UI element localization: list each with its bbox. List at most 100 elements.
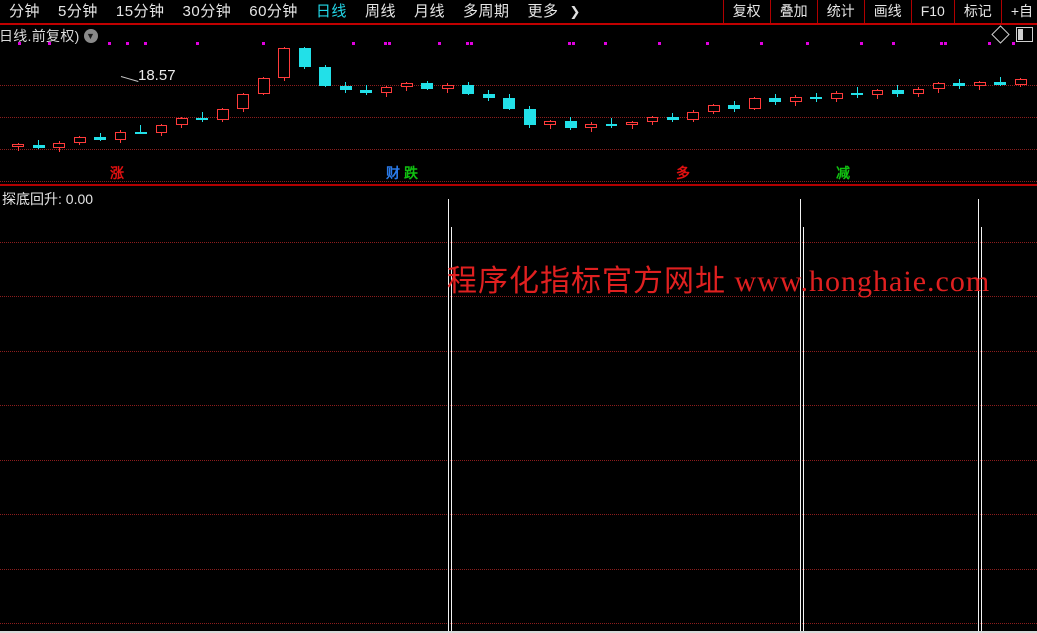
period-tabs: 分钟 5分钟 15分钟 30分钟 60分钟 日线 周线 月线 多周期 更多 ❯ xyxy=(0,0,586,23)
candle-body xyxy=(196,118,209,121)
candle-body xyxy=(380,87,393,93)
candle-45 xyxy=(932,25,945,185)
toolbar-button-3[interactable]: 画线 xyxy=(863,0,911,23)
candle-wick xyxy=(611,118,613,128)
toolbar-button-4[interactable]: F10 xyxy=(910,0,954,23)
candle-44 xyxy=(912,25,925,185)
candle-body xyxy=(175,118,188,126)
indicator-pane[interactable]: 探底回升: 0.00 xyxy=(0,187,1037,631)
period-tab-0[interactable]: 分钟 xyxy=(9,3,41,20)
candle-body xyxy=(523,108,536,126)
indicator-title: 探底回升: 0.00 xyxy=(2,191,94,207)
candle-38 xyxy=(789,25,802,185)
candle-46 xyxy=(953,25,966,185)
panel-icon[interactable] xyxy=(1016,27,1033,42)
candle-body xyxy=(646,117,659,123)
signal-dot-18 xyxy=(760,42,763,45)
candle-body xyxy=(912,88,925,95)
pane-corner-icons xyxy=(991,25,1033,44)
candle-34 xyxy=(707,25,720,185)
candle-body xyxy=(892,90,904,95)
pane-title-label: (日线.前复权) xyxy=(0,28,80,44)
candle-26 xyxy=(544,25,557,185)
candle-39 xyxy=(810,25,823,185)
candle-31 xyxy=(646,25,659,185)
indicator-gridline-7 xyxy=(0,568,1037,570)
candle-1 xyxy=(32,25,45,185)
toolbar-button-0[interactable]: 复权 xyxy=(722,0,770,23)
period-tab-9[interactable]: 更多 xyxy=(527,3,559,20)
candle-22 xyxy=(462,25,475,185)
toolbar-button-5[interactable]: 标记 xyxy=(953,0,1001,23)
toolbar-button-2[interactable]: 统计 xyxy=(816,0,864,23)
period-tab-3[interactable]: 30分钟 xyxy=(182,3,232,20)
candle-0 xyxy=(12,25,25,185)
candle-body xyxy=(687,111,700,120)
candle-36 xyxy=(748,25,761,185)
candle-body xyxy=(12,143,25,147)
candle-body xyxy=(748,98,761,109)
candle-23 xyxy=(482,25,495,185)
toolbar-button-6[interactable]: +自 xyxy=(1000,0,1037,23)
candle-wick xyxy=(38,139,40,150)
marker-多: 多 xyxy=(676,165,690,181)
signal-dot-13 xyxy=(568,42,571,45)
candle-body xyxy=(830,92,843,100)
candle-40 xyxy=(830,25,843,185)
candle-35 xyxy=(728,25,741,185)
signal-dot-17 xyxy=(706,42,709,45)
candle-body xyxy=(462,84,475,95)
period-tab-8[interactable]: 多周期 xyxy=(462,3,510,20)
marker-减: 减 xyxy=(836,165,850,181)
period-tab-5[interactable]: 日线 xyxy=(315,3,347,20)
toolbar-button-1[interactable]: 叠加 xyxy=(769,0,817,23)
candle-body xyxy=(973,82,986,87)
signal-dot-1 xyxy=(48,42,51,45)
candle-body xyxy=(360,90,372,93)
candle-10 xyxy=(216,25,229,185)
period-tab-6[interactable]: 周线 xyxy=(364,3,396,20)
candle-body xyxy=(605,123,618,126)
candle-body xyxy=(932,83,945,89)
indicator-spike-0 xyxy=(448,199,449,631)
candle-4 xyxy=(94,25,106,185)
pane-title-bar[interactable]: (日线.前复权) ▼ xyxy=(0,26,98,46)
candle-wick xyxy=(99,133,101,142)
signal-dot-8 xyxy=(384,42,387,45)
period-tab-1[interactable]: 5分钟 xyxy=(58,3,98,20)
candle-body xyxy=(278,48,291,78)
candle-body xyxy=(237,94,250,109)
signal-dot-21 xyxy=(892,42,895,45)
candle-body xyxy=(319,67,332,87)
gridline-0 xyxy=(0,85,1037,86)
candle-body xyxy=(73,137,86,143)
chevron-right-icon[interactable]: ❯ xyxy=(569,3,581,19)
period-tab-7[interactable]: 月线 xyxy=(413,3,445,20)
candle-body xyxy=(994,82,1007,85)
signal-dot-22 xyxy=(940,42,943,45)
candle-body xyxy=(339,86,352,91)
candle-13 xyxy=(278,25,291,185)
candle-42 xyxy=(871,25,884,185)
candle-wick xyxy=(856,87,858,99)
candle-body xyxy=(769,98,782,103)
indicator-gridline-8 xyxy=(0,623,1037,624)
candle-41 xyxy=(851,25,864,185)
candle-body xyxy=(544,121,557,126)
chevron-down-icon[interactable]: ▼ xyxy=(83,29,98,43)
marker-跌: 跌 xyxy=(404,165,418,181)
candle-wick xyxy=(999,76,1001,87)
signal-dot-23 xyxy=(944,42,947,45)
candle-body xyxy=(564,121,577,128)
candle-28 xyxy=(585,25,598,185)
candle-21 xyxy=(441,25,454,185)
period-tab-4[interactable]: 60分钟 xyxy=(249,3,298,20)
candle-body xyxy=(1014,79,1027,85)
candle-body xyxy=(94,137,106,140)
price-chart-pane[interactable]: (日线.前复权) ▼ 18.57 涨 财跌 多 减 xyxy=(0,25,1037,185)
signal-dot-14 xyxy=(572,42,575,45)
candle-30 xyxy=(626,25,638,185)
signal-dot-25 xyxy=(1012,42,1015,45)
period-tab-2[interactable]: 15分钟 xyxy=(115,3,165,20)
signal-dot-16 xyxy=(658,42,661,45)
